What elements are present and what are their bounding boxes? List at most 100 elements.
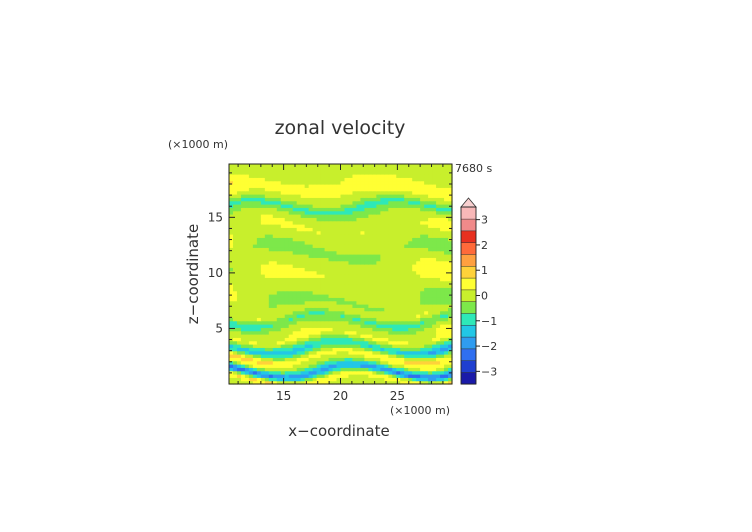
field-cell	[432, 297, 437, 302]
field-cell	[240, 264, 246, 268]
field-cell	[308, 210, 314, 215]
field-cell	[312, 177, 318, 182]
field-cell	[380, 210, 385, 215]
field-cell	[340, 264, 346, 268]
field-cell	[308, 314, 314, 318]
field-cell	[400, 307, 405, 312]
field-cell	[352, 310, 358, 315]
field-cell	[380, 197, 385, 202]
field-cell	[320, 317, 326, 322]
field-cell	[264, 197, 270, 202]
field-cell	[336, 250, 342, 255]
field-cell	[380, 317, 385, 322]
field-cell	[420, 264, 425, 268]
field-cell	[312, 267, 318, 272]
field-cell	[236, 357, 242, 362]
field-cell	[432, 207, 437, 212]
field-cell	[276, 360, 282, 365]
field-cell	[432, 377, 437, 382]
field-cell	[292, 244, 298, 248]
field-cell	[396, 314, 401, 318]
field-cell	[392, 297, 397, 302]
field-cell	[380, 214, 385, 218]
field-cell	[316, 274, 322, 278]
field-cell	[312, 250, 318, 255]
field-cell	[352, 367, 358, 372]
field-cell	[316, 324, 322, 328]
field-cell	[408, 214, 413, 218]
field-cell	[284, 367, 290, 372]
colorbar-tick-label: 3	[481, 214, 488, 227]
field-cell	[288, 310, 294, 315]
field-cell	[352, 304, 358, 308]
field-cell	[240, 310, 246, 315]
field-cell	[428, 170, 433, 175]
field-cell	[404, 300, 409, 305]
field-cell	[300, 194, 306, 198]
field-cell	[268, 234, 274, 238]
field-cell	[428, 337, 433, 342]
field-cell	[280, 367, 286, 372]
field-cell	[440, 207, 445, 212]
field-cell	[416, 240, 421, 245]
field-cell	[336, 214, 342, 218]
field-cell	[248, 244, 254, 248]
field-cell	[364, 197, 369, 202]
field-cell	[420, 304, 425, 308]
field-cell	[348, 234, 354, 238]
field-cell	[260, 374, 266, 378]
field-cell	[372, 274, 377, 278]
field-cell	[268, 194, 274, 198]
field-cell	[428, 184, 433, 188]
field-cell	[240, 277, 246, 282]
field-cell	[420, 200, 425, 205]
field-cell	[356, 290, 362, 295]
field-cell	[400, 214, 405, 218]
field-cell	[376, 337, 381, 342]
field-cell	[316, 224, 322, 228]
field-cell	[268, 257, 274, 262]
field-cell	[284, 314, 290, 318]
field-cell	[272, 304, 278, 308]
field-cell	[272, 324, 278, 328]
field-cell	[420, 197, 425, 202]
field-cell	[320, 227, 326, 232]
field-cell	[340, 327, 346, 332]
field-cell	[408, 380, 413, 385]
field-cell	[412, 180, 417, 185]
field-cell	[360, 320, 365, 325]
field-cell	[440, 280, 445, 285]
field-cell	[420, 327, 425, 332]
field-cell	[272, 210, 278, 215]
field-cell	[404, 360, 409, 365]
field-cell	[348, 230, 354, 235]
field-cell	[384, 367, 389, 372]
field-cell	[320, 180, 326, 185]
field-cell	[324, 254, 330, 258]
field-cell	[400, 297, 405, 302]
field-cell	[380, 307, 385, 312]
field-cell	[276, 277, 282, 282]
field-cell	[232, 170, 238, 175]
field-cell	[328, 357, 334, 362]
field-cell	[404, 247, 409, 252]
field-cell	[372, 350, 377, 355]
field-cell	[336, 190, 342, 195]
field-cell	[324, 220, 330, 225]
field-cell	[368, 374, 373, 378]
field-cell	[380, 234, 385, 238]
field-cell	[280, 200, 286, 205]
field-cell	[396, 220, 401, 225]
field-cell	[236, 220, 242, 225]
field-cell	[276, 270, 282, 275]
field-cell	[384, 330, 389, 335]
field-cell	[344, 360, 350, 365]
field-cell	[328, 380, 334, 385]
field-cell	[312, 217, 318, 222]
field-cell	[348, 170, 354, 175]
field-cell	[352, 234, 358, 238]
field-cell	[368, 187, 373, 192]
field-cell	[344, 217, 350, 222]
field-cell	[284, 327, 290, 332]
field-cell	[304, 337, 310, 342]
